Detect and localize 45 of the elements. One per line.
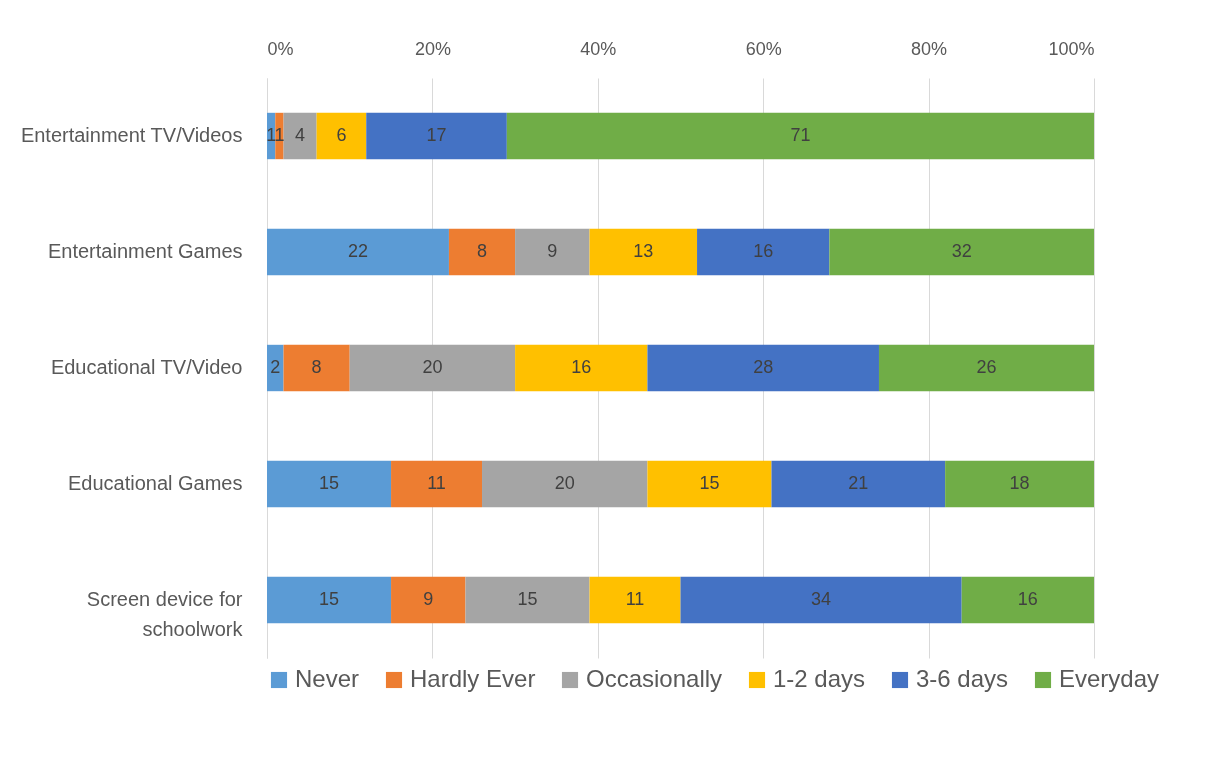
data-label: 2 [270,357,281,377]
data-label: 34 [811,589,832,609]
data-label: 9 [547,241,558,261]
data-label: 22 [347,241,368,261]
y-tick-label: Screen device for schoolwork [86,588,244,640]
y-tick-label: Entertainment TV/Videos [20,124,243,146]
data-label: 6 [336,125,347,145]
x-tick-label: 80% [911,38,948,59]
data-label: 9 [423,589,434,609]
x-tick-label: 60% [745,38,782,59]
legend-label: 3-6 days [916,665,1009,692]
data-label: 26 [976,357,997,377]
data-label: 20 [422,357,443,377]
data-label: 15 [319,473,340,493]
legend-label: Hardly Ever [410,665,536,692]
data-label: 16 [1017,589,1038,609]
data-label: 28 [753,357,774,377]
data-label: 11 [427,473,446,493]
data-label: 8 [477,241,488,261]
data-label: 15 [319,589,340,609]
data-label: 8 [311,357,322,377]
data-label: 71 [790,125,811,145]
legend-label: Never [295,665,360,692]
data-label: 15 [517,589,538,609]
legend-label: 1-2 days [773,665,866,692]
y-tick-label: Entertainment Games [47,240,243,262]
data-label: 4 [295,125,306,145]
data-label: 16 [571,357,592,377]
y-tick-label: Educational TV/Video [50,356,243,378]
data-label: 16 [753,241,774,261]
data-label: 11 [625,589,645,609]
x-tick-label: 0% [267,38,294,59]
legend-label: Everyday [1059,665,1160,692]
x-tick-label: 100% [1048,38,1095,59]
x-tick-label: 40% [580,38,617,59]
data-label: 15 [699,473,720,493]
y-tick-label: Educational Games [67,472,243,494]
data-label: 20 [554,473,575,493]
data-label: 18 [1009,473,1030,493]
data-label: 21 [848,473,869,493]
data-label: 17 [426,125,447,145]
x-tick-label: 20% [414,38,451,59]
legend-label: Occasionally [586,665,723,692]
data-label: 32 [951,241,972,261]
data-label: 13 [633,241,654,261]
